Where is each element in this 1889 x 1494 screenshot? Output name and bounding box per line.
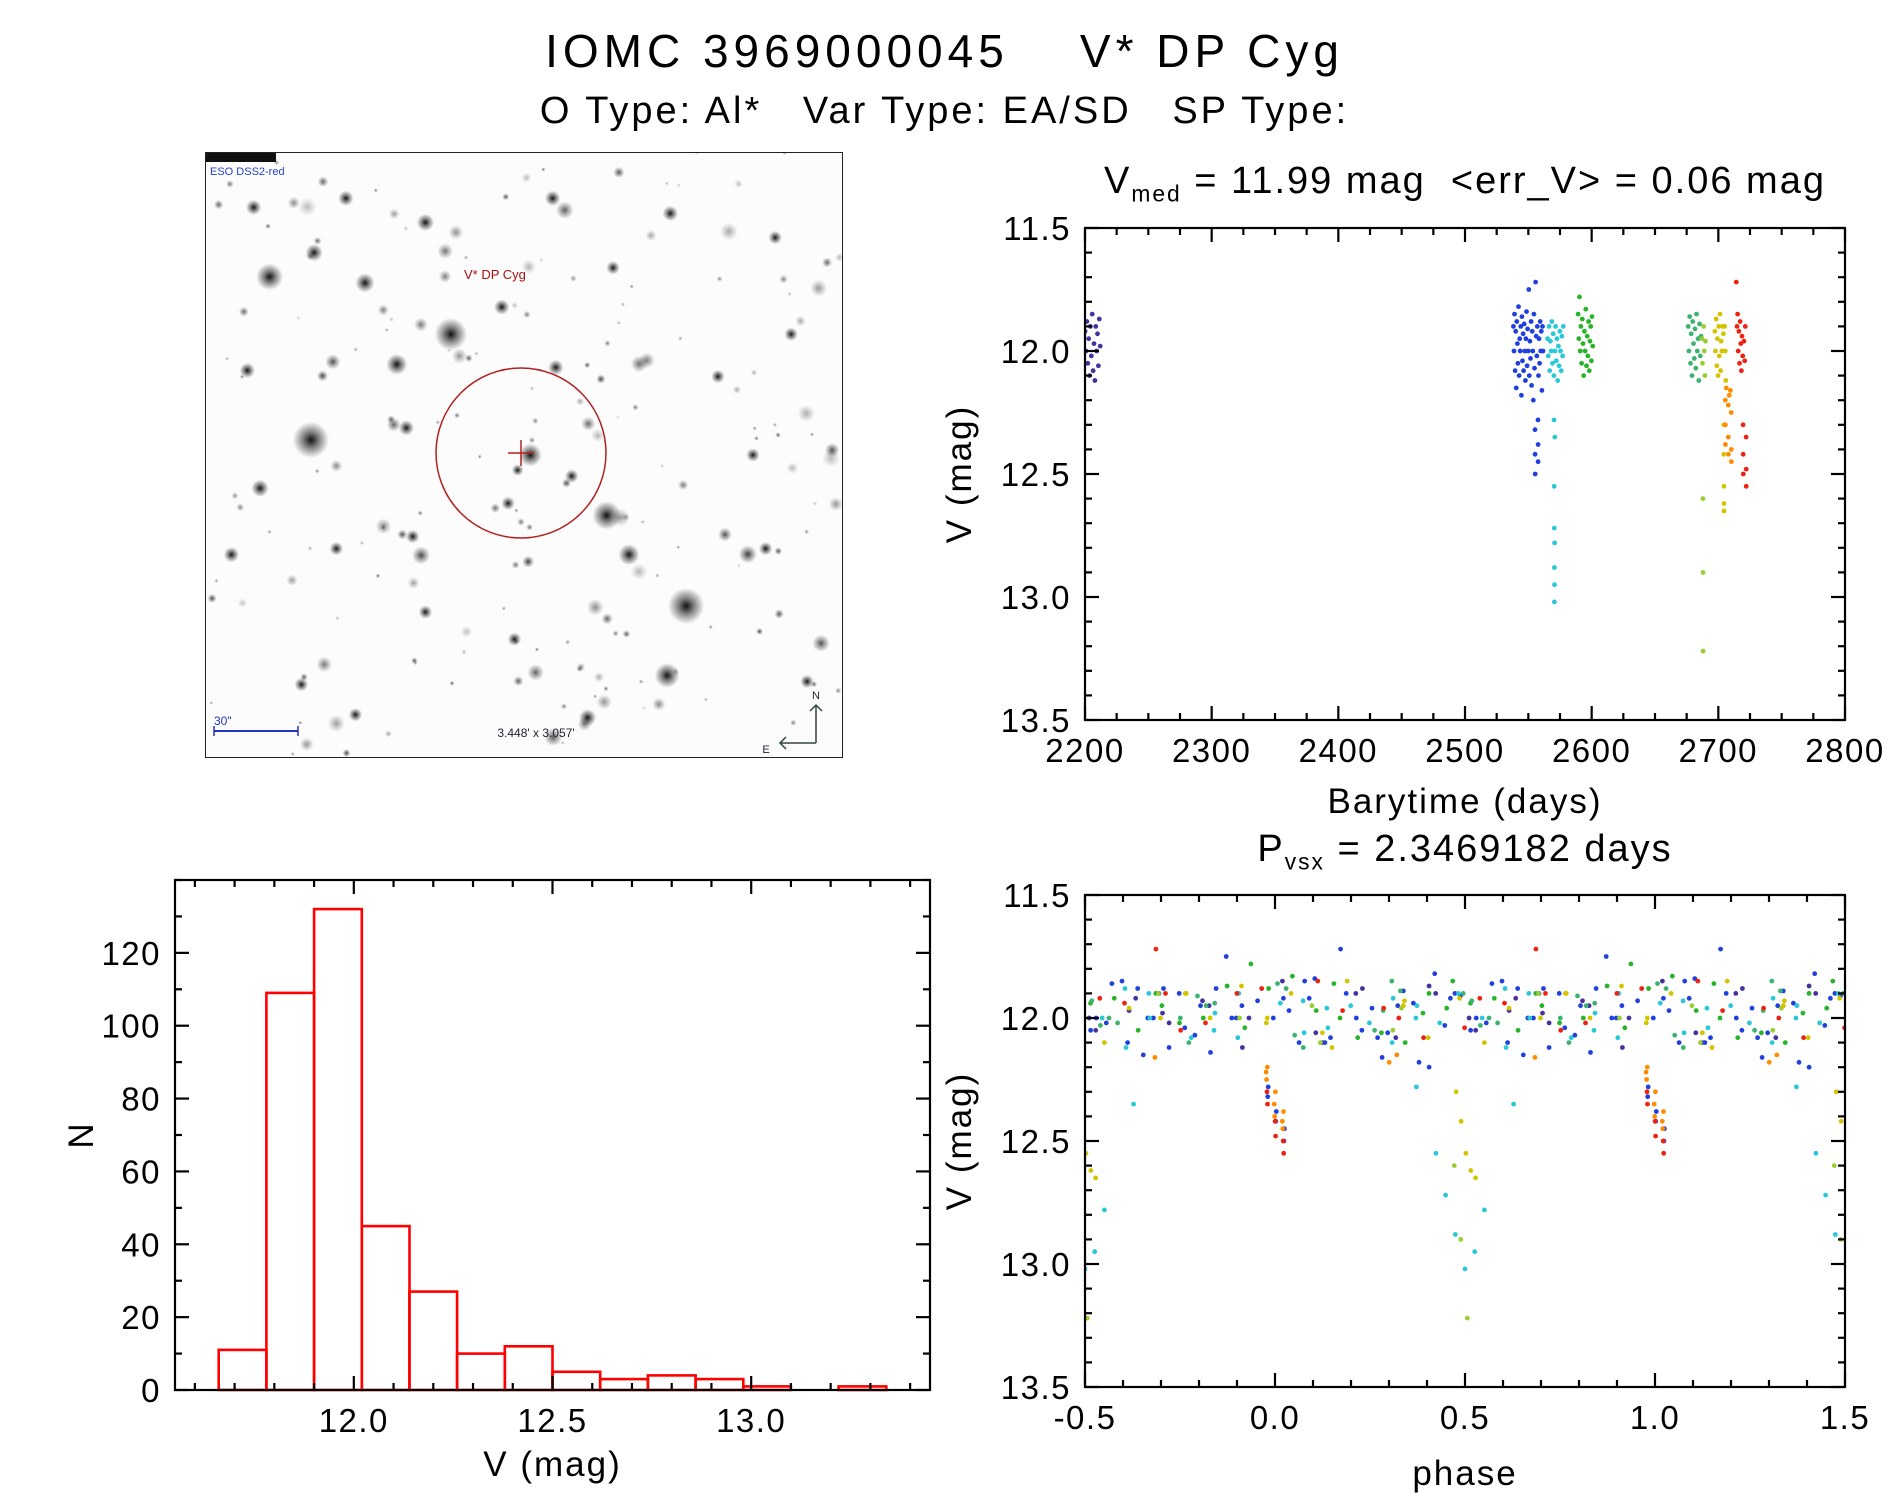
y-tick-label: 20 xyxy=(121,1299,161,1336)
y-tick-label: 13.0 xyxy=(1001,579,1071,616)
y-tick-label: 11.5 xyxy=(1003,210,1071,247)
y-tick-label: 12.5 xyxy=(1001,456,1071,493)
y-tick-label: 12.5 xyxy=(1001,1123,1071,1160)
phase-canvas: -0.5 0.0 0.5 1.0 1.5 11.5 12.0 12.5 13.0 13.5 xyxy=(1001,877,1870,1436)
lightcurve-title-sub: med xyxy=(1131,180,1182,207)
plate-edge-bar xyxy=(206,153,276,162)
series-epoch6-yellowgreen xyxy=(1085,991,1844,1321)
compass-north-label: N xyxy=(812,690,820,702)
x-tick-label: 2500 xyxy=(1425,732,1504,769)
x-tick-label: 13.0 xyxy=(716,1402,786,1439)
page-title: IOMC 3969000045 V* DP Cyg xyxy=(545,25,1344,77)
target-label: V* DP Cyg xyxy=(464,267,526,282)
data-points xyxy=(1085,946,1845,1321)
y-tick-label: 80 xyxy=(121,1081,161,1118)
axes xyxy=(173,878,932,1392)
series-epoch1-purple xyxy=(1086,978,1819,1050)
target-cross-marker xyxy=(508,440,534,466)
data-points xyxy=(1085,279,1749,654)
series-epoch2-blue xyxy=(1511,279,1546,477)
sky-image xyxy=(206,153,842,757)
histogram-canvas: 12.0 12.5 13.0 0 20 40 60 80 100 120 xyxy=(101,878,932,1439)
x-tick-label: 2200 xyxy=(1045,732,1124,769)
series-epoch6-yellowgreen xyxy=(1699,324,1708,654)
lightcurve-xlabel: Barytime (days) xyxy=(1327,782,1603,821)
x-tick-label: 2300 xyxy=(1172,732,1251,769)
histogram-plot: 12.0 12.5 13.0 0 20 40 60 80 100 120 N V (mag) xyxy=(60,845,940,1494)
series-epoch5-seagreen xyxy=(1089,978,1845,1050)
y-tick-label: 12.0 xyxy=(1001,333,1071,370)
lightcurve-title-rest: = 11.99 mag <err_V> = 0.06 mag xyxy=(1181,160,1826,202)
y-tick-label: 13.0 xyxy=(1001,1246,1071,1283)
lightcurve-title: Vmed = 11.99 mag <err_V> = 0.06 mag xyxy=(1085,160,1845,208)
histogram-bars xyxy=(217,907,888,1392)
series-epoch9-red xyxy=(1733,279,1749,489)
y-tick-label: 13.5 xyxy=(1001,702,1071,739)
compass-icon xyxy=(778,703,823,750)
phase-title-sub: vsx xyxy=(1284,848,1325,875)
x-tick-label: 0.5 xyxy=(1440,1399,1490,1436)
x-tick-label: 12.0 xyxy=(319,1402,389,1439)
series-epoch3-cyan xyxy=(1085,986,1841,1272)
phase-plot-title: Pvsx = 2.3469182 days xyxy=(1085,828,1845,876)
lightcurve-plot: Vmed = 11.99 mag <err_V> = 0.06 mag 2200… xyxy=(930,150,1889,840)
y-tick-label: 100 xyxy=(101,1008,161,1045)
phase-xlabel: phase xyxy=(1412,1454,1518,1493)
scale-bar: 30" xyxy=(213,714,299,736)
histogram-xlabel: V (mag) xyxy=(483,1445,622,1484)
axes xyxy=(1083,893,1847,1389)
series-epoch2-blue xyxy=(1088,946,1843,1144)
x-tick-label: 0.0 xyxy=(1250,1399,1300,1436)
y-tick-label: 11.5 xyxy=(1003,877,1071,914)
histogram-ylabel: N xyxy=(62,1121,101,1149)
phase-plot: Pvsx = 2.3469182 days -0.5 0.0 0.5 1.0 1.5 11… xyxy=(930,818,1889,1494)
series-epoch4-green xyxy=(1575,294,1596,378)
scale-bar-label: 30" xyxy=(214,714,232,728)
x-tick-label: 2700 xyxy=(1679,732,1758,769)
axes xyxy=(1083,226,1847,722)
target-circle-marker xyxy=(435,367,607,539)
fov-label: 3.448' x 3.057' xyxy=(497,726,574,740)
y-tick-label: 0 xyxy=(141,1372,161,1409)
x-tick-label: 2800 xyxy=(1805,732,1884,769)
series-epoch1-purple xyxy=(1085,311,1103,383)
x-tick-label: -0.5 xyxy=(1054,1399,1117,1436)
phase-title-rest: = 2.3469182 days xyxy=(1324,828,1673,870)
y-tick-label: 40 xyxy=(121,1226,161,1263)
series-epoch8-orange xyxy=(1152,1052,1780,1132)
page-subtitle: O Type: Al* Var Type: EA/SD SP Type: xyxy=(539,90,1350,132)
x-tick-label: 1.5 xyxy=(1820,1399,1870,1436)
phase-ylabel: V (mag) xyxy=(940,1071,979,1211)
series-epoch3-cyan xyxy=(1545,319,1566,605)
series-epoch7-yellow xyxy=(1085,978,1844,1181)
y-tick-label: 13.5 xyxy=(1001,1369,1071,1406)
compass-east-label: E xyxy=(762,744,769,756)
series-epoch4-green xyxy=(1088,961,1836,1045)
y-tick-label: 120 xyxy=(101,935,161,972)
y-tick-label: 12.0 xyxy=(1001,1000,1071,1037)
series-epoch5-seagreen xyxy=(1685,311,1704,383)
lightcurve-title-base: V xyxy=(1104,160,1132,202)
lightcurve-canvas: 2200 2300 2400 2500 2600 2700 2800 11.5 12.0 12.5… xyxy=(1001,210,1884,769)
x-tick-label: 1.0 xyxy=(1630,1399,1680,1436)
finding-chart: ESO DSS2-red V* DP Cyg 30" 3.448' x 3.05… xyxy=(205,152,843,758)
series-epoch8-orange xyxy=(1722,385,1734,465)
x-tick-label: 12.5 xyxy=(517,1402,587,1439)
y-tick-label: 60 xyxy=(121,1153,161,1190)
x-tick-label: 2400 xyxy=(1299,732,1378,769)
survey-label: ESO DSS2-red xyxy=(210,166,285,178)
series-epoch7-yellow xyxy=(1712,311,1729,514)
finding-chart-overlay: ESO DSS2-red V* DP Cyg 30" 3.448' x 3.05… xyxy=(206,153,823,756)
phase-title-base: P xyxy=(1257,828,1285,870)
lightcurve-ylabel: V (mag) xyxy=(940,404,979,544)
x-tick-label: 2600 xyxy=(1552,732,1631,769)
